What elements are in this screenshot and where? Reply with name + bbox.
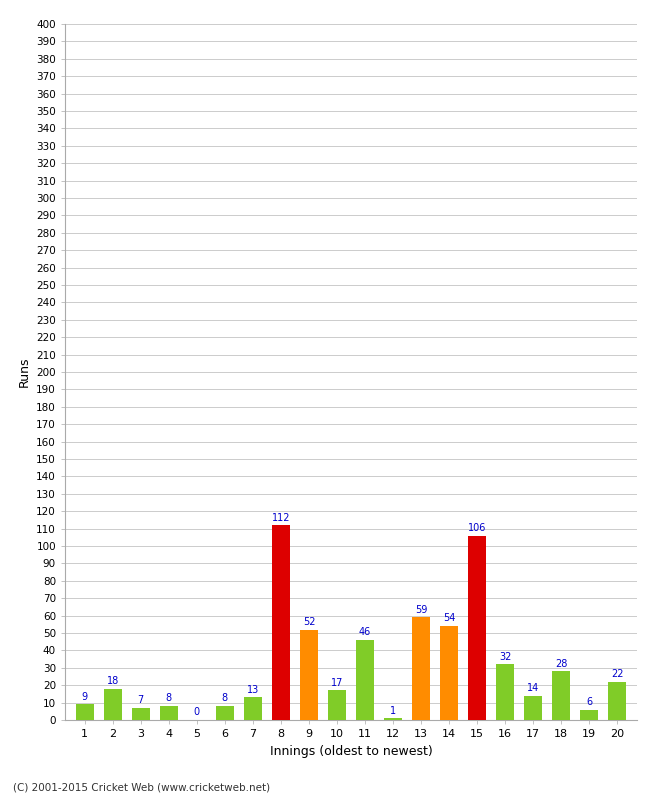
Text: 13: 13: [247, 685, 259, 694]
Text: (C) 2001-2015 Cricket Web (www.cricketweb.net): (C) 2001-2015 Cricket Web (www.cricketwe…: [13, 782, 270, 792]
Bar: [160, 706, 178, 720]
Text: 6: 6: [586, 697, 592, 707]
Bar: [103, 689, 122, 720]
Text: 59: 59: [415, 605, 427, 614]
Text: 106: 106: [468, 523, 486, 533]
Text: 54: 54: [443, 614, 455, 623]
Bar: [384, 718, 402, 720]
Text: 0: 0: [194, 707, 200, 718]
Bar: [356, 640, 374, 720]
Y-axis label: Runs: Runs: [18, 357, 31, 387]
Text: 52: 52: [303, 617, 315, 627]
Text: 17: 17: [331, 678, 343, 688]
Bar: [468, 535, 486, 720]
Text: 28: 28: [555, 658, 567, 669]
Bar: [272, 525, 290, 720]
Bar: [412, 618, 430, 720]
Text: 18: 18: [107, 676, 119, 686]
Bar: [552, 671, 571, 720]
Bar: [300, 630, 318, 720]
Text: 32: 32: [499, 652, 512, 662]
Bar: [580, 710, 599, 720]
Bar: [131, 708, 150, 720]
Bar: [244, 698, 262, 720]
Bar: [328, 690, 346, 720]
Bar: [496, 664, 514, 720]
Text: 9: 9: [81, 692, 88, 702]
Text: 14: 14: [527, 683, 540, 693]
Text: 46: 46: [359, 627, 371, 638]
Text: 1: 1: [390, 706, 396, 716]
X-axis label: Innings (oldest to newest): Innings (oldest to newest): [270, 745, 432, 758]
Text: 8: 8: [222, 694, 228, 703]
Text: 22: 22: [611, 669, 623, 679]
Bar: [608, 682, 627, 720]
Bar: [216, 706, 234, 720]
Text: 8: 8: [166, 694, 172, 703]
Bar: [75, 704, 94, 720]
Bar: [524, 696, 542, 720]
Text: 112: 112: [272, 513, 290, 522]
Bar: [440, 626, 458, 720]
Text: 7: 7: [138, 695, 144, 706]
